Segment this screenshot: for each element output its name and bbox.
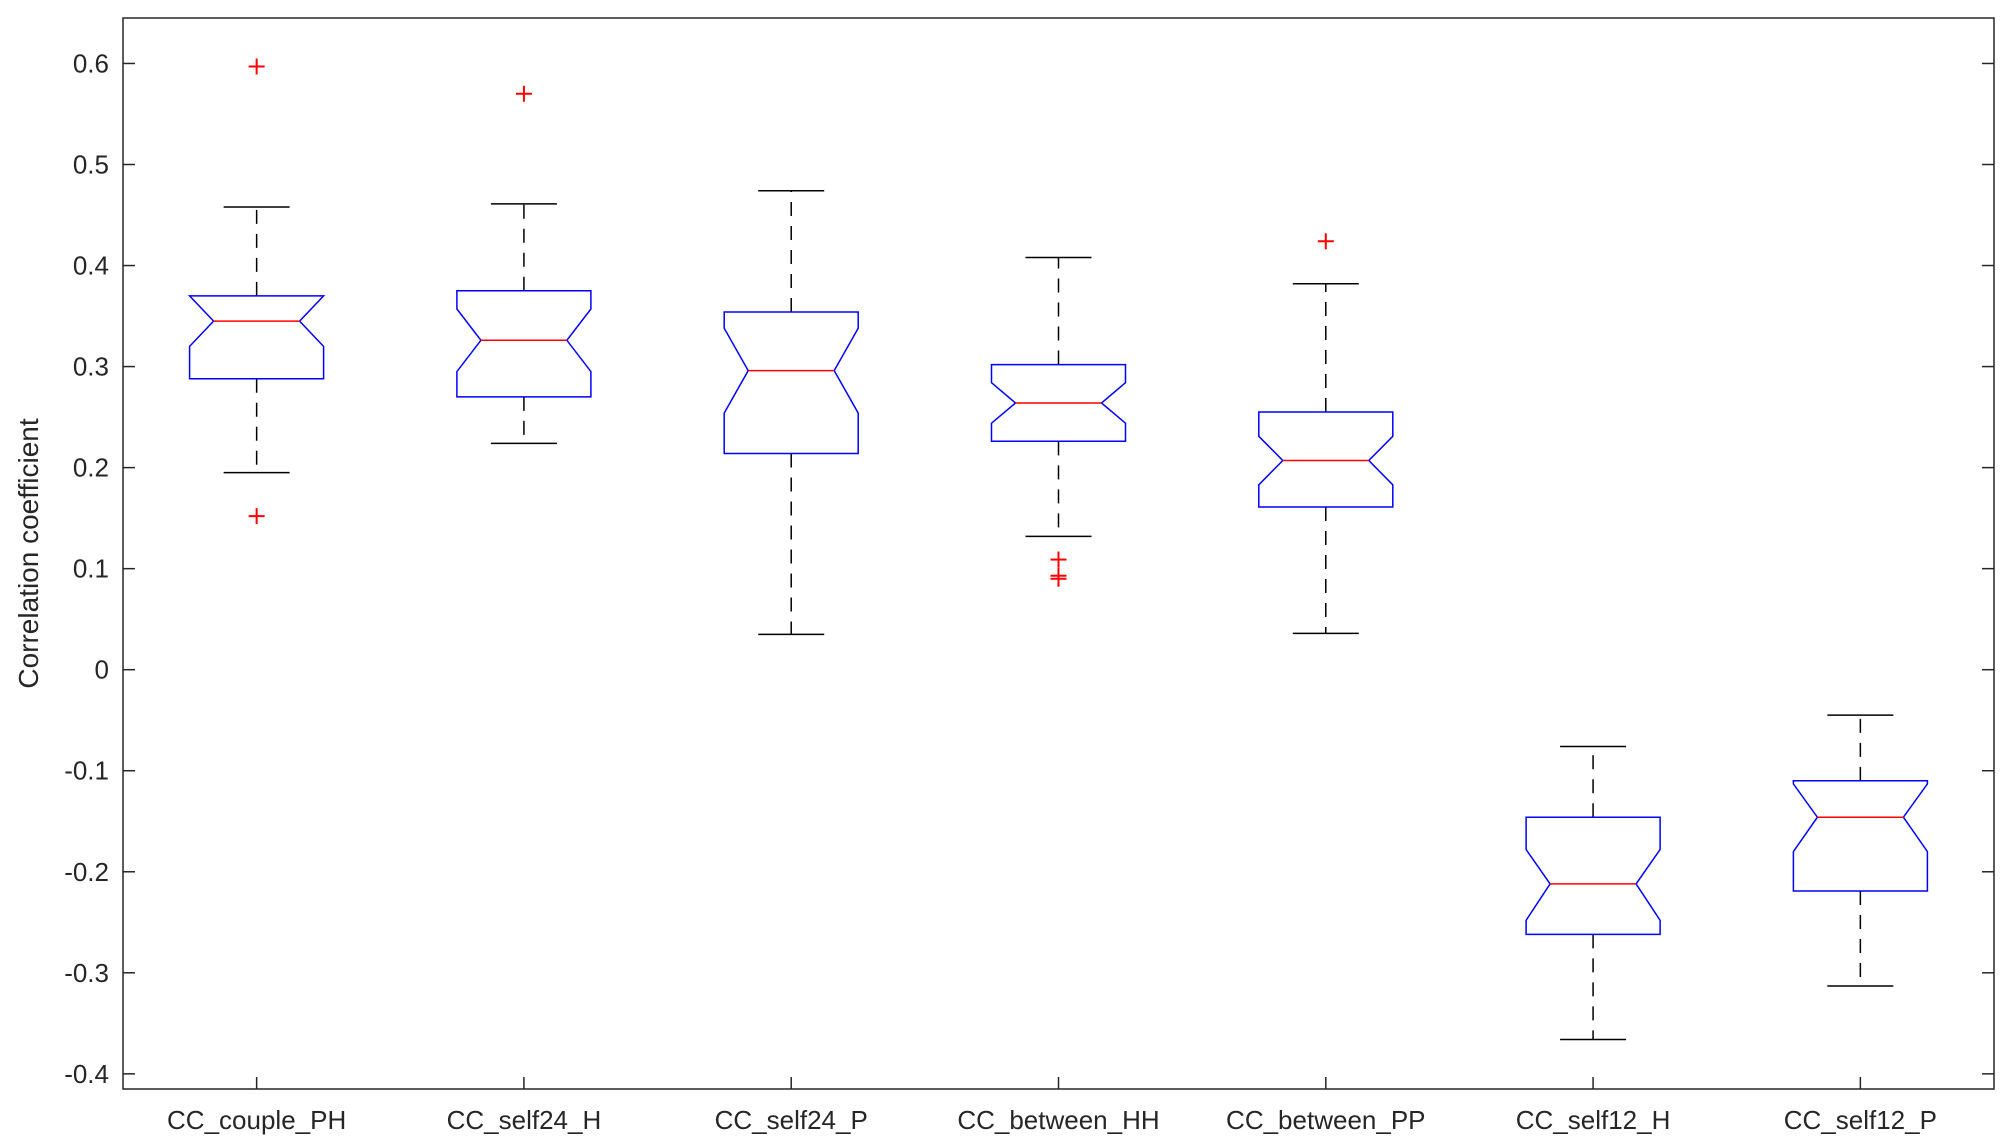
outlier-marker [1050, 570, 1067, 587]
notched-box [723, 311, 859, 455]
box-group [1258, 233, 1394, 635]
box-group [187, 58, 326, 525]
y-tick-label: 0 [95, 655, 109, 685]
x-tick-label: CC_between_HH [957, 1105, 1159, 1135]
outlier-marker [1050, 551, 1067, 568]
notched-box [1258, 411, 1394, 508]
outlier-marker [515, 85, 532, 102]
x-tick-label: CC_self12_P [1784, 1105, 1937, 1135]
outlier-marker [248, 508, 265, 525]
y-tick-label: 0.6 [73, 48, 109, 78]
x-tick-label: CC_between_PP [1226, 1105, 1425, 1135]
notched-box [1792, 780, 1929, 892]
y-axis-label: Correlation coefficient [13, 418, 44, 689]
box-group [990, 256, 1127, 587]
box-group [1792, 714, 1929, 987]
notched-box [1525, 816, 1661, 936]
box-group [1525, 745, 1661, 1041]
outlier-marker [248, 58, 265, 75]
y-tick-label: -0.3 [64, 958, 109, 988]
notched-box [187, 295, 326, 380]
y-tick-label: -0.1 [64, 756, 109, 786]
notched-box [990, 363, 1127, 443]
x-axis: CC_couple_PH CC_self24_H CC_self24_P CC_bet… [167, 1077, 1937, 1135]
box-group [456, 85, 592, 445]
plot-area [187, 58, 1929, 1041]
x-tick-label: CC_self24_P [715, 1105, 868, 1135]
y-tick-label: 0.4 [73, 251, 109, 281]
notched-box [456, 290, 592, 398]
y-tick-label: 0.3 [73, 352, 109, 382]
y-tick-label: 0.1 [73, 554, 109, 584]
x-tick-label: CC_self12_H [1516, 1105, 1671, 1135]
y-tick-label: 0.2 [73, 453, 109, 483]
box-group [723, 190, 859, 636]
outlier-marker [1317, 233, 1334, 250]
y-tick-label: -0.2 [64, 857, 109, 887]
x-tick-label: CC_self24_H [447, 1105, 602, 1135]
y-tick-label: -0.4 [64, 1059, 109, 1089]
y-axis: -0.4 -0.3 -0.2 -0.1 0 0.1 0.2 0.3 0.4 0.5 0.6 [64, 48, 1994, 1089]
y-tick-label: 0.5 [73, 150, 109, 180]
x-tick-label: CC_couple_PH [167, 1105, 346, 1135]
